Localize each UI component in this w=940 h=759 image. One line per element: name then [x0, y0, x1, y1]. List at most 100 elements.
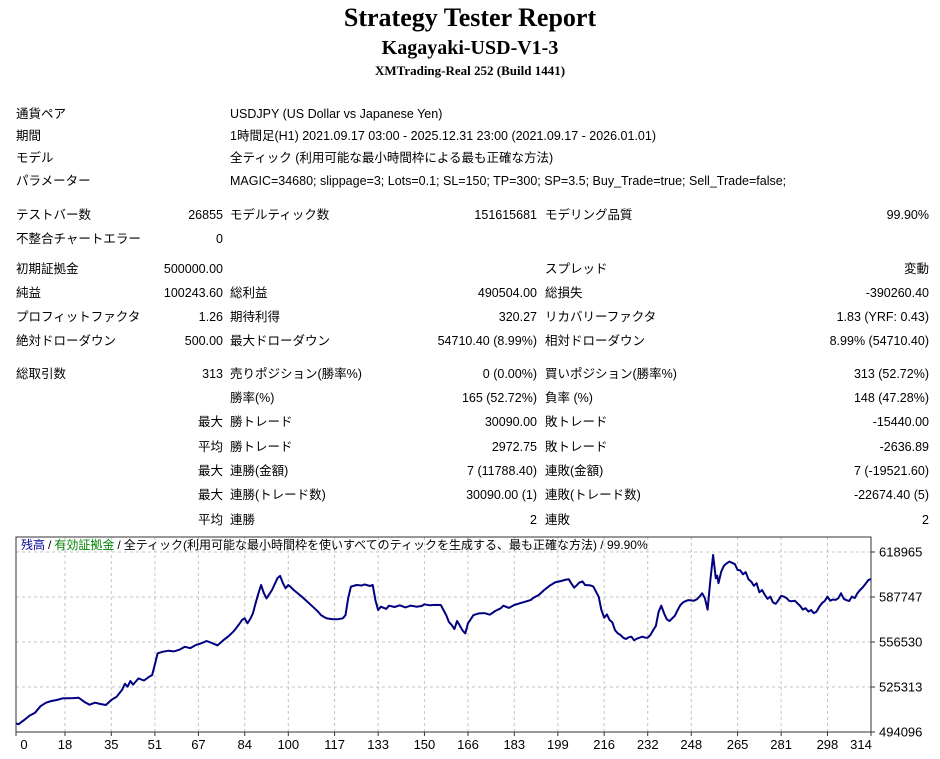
balance-chart: 0 18 35 51 67 84 100 117 133 150 166 183 199 216 232 24…	[10, 531, 940, 754]
stat-row: 平均 勝トレード 2972.75 敗トレード -2636.89	[0, 435, 940, 459]
stat-value: 2	[530, 512, 537, 527]
server-build-info: XMTrading-Real 252 (Build 1441)	[374, 63, 566, 78]
stat-label: 不整合チャートエラー	[16, 232, 141, 247]
stat-row: テストバー数 26855 モデルティック数 151615681 モデリング品質 99.90…	[0, 203, 940, 227]
stat-value: 最大	[197, 415, 223, 430]
stat-value: -22674.40 (5)	[853, 488, 929, 503]
stat-value: 30090.00	[484, 415, 537, 430]
chart-legend-item: /	[117, 538, 121, 552]
x-axis-label: 35	[104, 737, 118, 752]
stat-value: 151615681	[474, 208, 537, 222]
stat-label: 総利益	[230, 285, 268, 300]
stat-label: 相対ドローダウン	[545, 334, 646, 349]
x-axis-label: 216	[593, 737, 615, 752]
stat-label: 連勝(トレード数)	[230, 488, 326, 503]
stat-value: 1.83 (YRF: 0.43)	[836, 310, 929, 325]
settings-table: 通貨ペア USDJPY (US Dollar vs Japanese Yen) 期間…	[0, 103, 940, 192]
stat-row: 平均 連勝 2 連敗 2	[0, 508, 940, 532]
stat-label: 敗トレード	[545, 415, 608, 430]
setting-value: 全ティック (利用可能な最小時間枠による最も正確な方法)	[230, 151, 554, 166]
stat-row: 総取引数 313 売りポジション(勝率%) 0 (0.00%) 買いポジション(勝率%)…	[0, 362, 940, 386]
stat-label: 連敗	[545, 512, 571, 527]
x-axis-label: 248	[680, 737, 702, 752]
x-axis-label: 183	[503, 737, 525, 752]
setting-label: パラメーター	[16, 173, 91, 188]
y-axis-label: 556530	[879, 634, 922, 649]
y-axis-label: 618965	[879, 544, 922, 559]
stat-value: 2972.75	[491, 439, 537, 454]
stat-label: 負率 (%)	[545, 391, 593, 406]
stat-value: 0	[216, 232, 223, 247]
stat-label: 敗トレード	[545, 439, 608, 454]
setting-row: パラメーター MAGIC=34680; slippage=3; Lots=0.1;…	[0, 170, 940, 192]
stat-value: 99.90%	[886, 208, 929, 222]
stat-row: 最大 連勝(金額) 7 (11788.40) 連敗(金額) 7 (-19521.60)	[0, 459, 940, 483]
y-axis-label: 525313	[879, 679, 922, 694]
stat-label: 連敗(トレード数)	[545, 488, 641, 503]
stat-value: 500000.00	[163, 261, 223, 276]
x-axis-label: 18	[58, 737, 72, 752]
stat-value: 165 (52.72%)	[461, 391, 537, 406]
stat-value: 0 (0.00%)	[482, 366, 537, 381]
setting-row: 通貨ペア USDJPY (US Dollar vs Japanese Yen)	[0, 103, 940, 125]
x-axis-label: 51	[148, 737, 162, 752]
stat-row: プロフィットファクタ 1.26 期待利得 320.27 リカバリーファクタ 1.83 (Y…	[0, 305, 940, 329]
stat-value: 30090.00 (1)	[466, 488, 537, 503]
strategy-name: Kagayaki-USD-V1-3	[381, 37, 559, 59]
stat-label: 買いポジション(勝率%)	[545, 366, 677, 381]
stat-label: 勝率(%)	[230, 391, 275, 406]
stat-label: 売りポジション(勝率%)	[230, 366, 362, 381]
stat-label: 総取引数	[16, 366, 67, 381]
stat-row: 絶対ドローダウン 500.00 最大ドローダウン 54710.40 (8.99%) 相対…	[0, 329, 940, 353]
stat-value: 最大	[197, 463, 223, 478]
setting-label: 通貨ペア	[16, 107, 67, 121]
stat-value: 490504.00	[477, 285, 537, 300]
stat-value: -2636.89	[879, 439, 929, 454]
x-axis-label: 84	[237, 737, 251, 752]
stat-label: 連勝(金額)	[230, 463, 289, 478]
stat-value: 7 (11788.40)	[467, 463, 537, 478]
stat-value: 313 (52.72%)	[853, 366, 929, 381]
stat-label: プロフィットファクタ	[16, 310, 141, 325]
x-axis-label: 100	[277, 737, 299, 752]
stat-label: リカバリーファクタ	[545, 310, 657, 325]
chart-legend-item: 有効証拠金	[54, 538, 115, 552]
stat-label: 期待利得	[230, 310, 281, 325]
stat-label: 勝トレード	[230, 439, 293, 454]
chart-frame	[15, 536, 872, 733]
stat-value: 7 (-19521.60)	[853, 463, 929, 478]
chart-legend-item: 全ティック(利用可能な最小時間枠を使いすべてのティックを生成する、最も正確な方法…	[123, 538, 648, 552]
x-axis-label: 0	[20, 737, 27, 752]
stat-value: 変動	[903, 261, 929, 276]
stat-row: 勝率(%) 165 (52.72%) 負率 (%) 148 (47.28%)	[0, 386, 940, 410]
stat-value: 313	[202, 366, 223, 381]
stat-label: テストバー数	[16, 208, 92, 222]
equity-curve-chart: 0 18 35 51 67 84 100 117 133 150 166 183 199 216 232 24…	[15, 536, 922, 752]
x-axis-label: 117	[324, 737, 345, 752]
x-axis-label: 166	[457, 737, 479, 752]
x-axis-label: 199	[547, 737, 569, 752]
stat-row: 最大 連勝(トレード数) 30090.00 (1) 連敗(トレード数) -22674.4…	[0, 483, 940, 507]
stat-value: 320.27	[498, 310, 537, 325]
stat-value: -390260.40	[865, 285, 929, 300]
stat-row: 不整合チャートエラー 0	[0, 227, 940, 251]
stat-label: 連敗(金額)	[545, 463, 604, 478]
equity-curve-line	[15, 554, 872, 726]
x-axis-label: 67	[191, 737, 205, 752]
y-axis-label: 494096	[879, 725, 922, 740]
stat-label: 総損失	[545, 285, 583, 300]
setting-value: 1時間足(H1) 2021.09.17 03:00 - 2025.12.31 2…	[230, 129, 656, 144]
x-axis-label: 265	[727, 737, 749, 752]
chart-legend: 残高 / 有効証拠金 / 全ティック(利用可能な最小時間枠を使いすべてのティックを生成す…	[21, 538, 651, 552]
setting-value: USDJPY (US Dollar vs Japanese Yen)	[230, 107, 443, 121]
stat-label: 勝トレード	[230, 415, 293, 430]
stat-value: -15440.00	[872, 415, 929, 430]
stat-label: 絶対ドローダウン	[16, 334, 117, 349]
stat-value: 100243.60	[163, 285, 223, 300]
stat-value: 平均	[197, 439, 223, 454]
setting-row: 期間 1時間足(H1) 2021.09.17 03:00 - 2025.12.31…	[0, 125, 940, 147]
setting-value: MAGIC=34680; slippage=3; Lots=0.1; SL=15…	[230, 173, 787, 188]
x-axis-label: 133	[367, 737, 389, 752]
stat-value: 1.26	[198, 310, 223, 325]
stat-value: 8.99% (54710.40)	[829, 334, 929, 349]
